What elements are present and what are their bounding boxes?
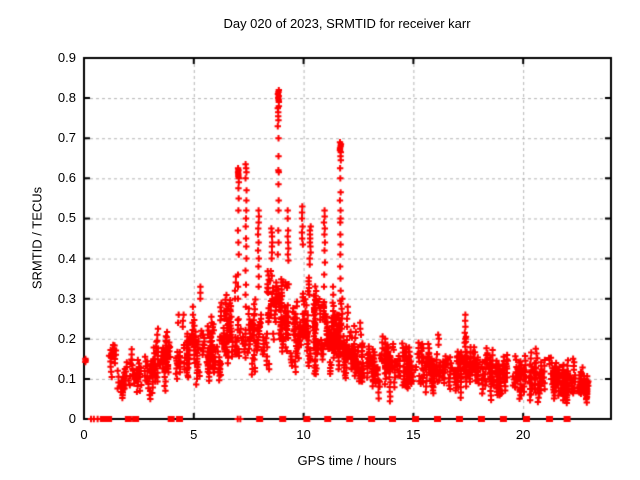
y-tick-label: 0.4 — [57, 250, 76, 266]
y-tick-label: 0.5 — [57, 210, 76, 226]
x-tick-label: 10 — [296, 427, 311, 442]
y-tick-label: 0.9 — [57, 50, 76, 65]
x-tick-label: 15 — [406, 427, 421, 442]
x-axis-label: GPS time / hours — [297, 453, 397, 468]
x-tick-label: 20 — [515, 427, 531, 442]
y-tick-label: 0.6 — [57, 170, 76, 186]
y-axis-label: SRMTID / TECUs — [29, 186, 45, 290]
y-tick-label: 0.7 — [57, 130, 76, 146]
y-tick-label: 0.8 — [57, 90, 76, 106]
y-tick-label: 0.2 — [57, 330, 76, 346]
chart-title: Day 020 of 2023, SRMTID for receiver kar… — [223, 16, 471, 31]
y-tick-label: 0 — [68, 411, 76, 426]
y-tick-label: 0.3 — [57, 290, 76, 306]
x-tick-label: 5 — [190, 427, 198, 442]
y-tick-label: 0.1 — [57, 370, 76, 386]
x-tick-label: 0 — [80, 427, 88, 442]
